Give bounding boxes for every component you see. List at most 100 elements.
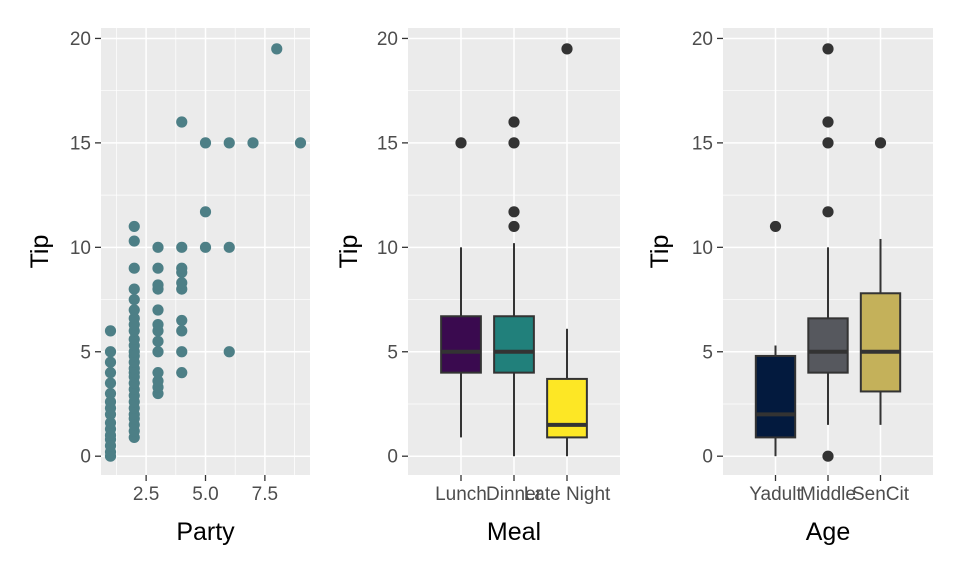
scatter-point [152, 367, 164, 379]
scatter-point [152, 335, 164, 347]
scatter-point [128, 312, 140, 324]
y-tick-label: 15 [70, 133, 91, 154]
scatter-point [128, 293, 140, 306]
y-tick-label: 10 [377, 238, 398, 259]
scatter-point [128, 262, 140, 274]
scatter-point [294, 137, 307, 149]
scatter-point [176, 262, 188, 274]
x-tick-label: Middle [800, 484, 856, 505]
y-tick-label: 0 [80, 447, 91, 468]
outlier-point [508, 206, 520, 218]
scatter-point [199, 206, 212, 218]
scatter-point [199, 241, 212, 253]
scatter-point [176, 367, 188, 379]
outlier-point [822, 206, 834, 218]
scatter-point [223, 137, 235, 149]
x-tick-label: Yadult [749, 484, 802, 505]
y-tick-label: 5 [387, 342, 398, 363]
scatter-point [152, 262, 164, 274]
x-axis-title: Age [806, 518, 850, 546]
x-tick-label: 7.5 [252, 484, 278, 505]
scatter-point [152, 304, 164, 316]
y-tick-label: 0 [702, 447, 713, 468]
outlier-point [822, 137, 834, 149]
scatter-point [104, 356, 117, 368]
scatter-point [152, 241, 164, 253]
scatter-point [104, 396, 117, 408]
x-axis-title: Party [176, 518, 235, 546]
outlier-point [874, 137, 887, 149]
scatter-point [152, 375, 164, 387]
scatter-point [176, 314, 188, 327]
y-tick-label: 10 [692, 238, 713, 259]
axis-ticks: 0 5 10 15 20 2.5 5.0 7.5 [70, 29, 278, 505]
x-tick-label: SenCit [852, 484, 910, 505]
scatter-point [104, 387, 117, 400]
outlier-point [822, 116, 834, 128]
scatter-point [104, 367, 117, 379]
box [754, 354, 797, 439]
scatter-point [199, 137, 212, 149]
y-tick-label: 20 [692, 29, 713, 50]
y-tick-label: 20 [377, 29, 398, 50]
x-tick-label: Dinner [486, 484, 543, 505]
outlier-point [561, 43, 573, 55]
y-tick-label: 15 [377, 133, 398, 154]
scatter-point [223, 241, 235, 253]
scatter-point [128, 304, 140, 316]
box [859, 292, 902, 393]
scatter-point [223, 346, 235, 358]
x-axis-title: Meal [487, 518, 541, 546]
y-axis-title: Tip [26, 235, 54, 269]
outlier-point [822, 43, 834, 55]
data-marks [104, 43, 307, 462]
y-tick-label: 10 [70, 238, 91, 259]
scatter-point [128, 220, 140, 233]
outlier-point [822, 450, 834, 462]
y-tick-label: 5 [702, 342, 713, 363]
y-axis-title: Tip [646, 235, 674, 269]
data-marks [440, 43, 588, 457]
box [807, 317, 849, 374]
panel-party-scatter: 0 5 10 15 20 2.5 5.0 7.5 Party Tip [26, 28, 310, 546]
scatter-point [104, 325, 117, 337]
outlier-point [508, 137, 520, 149]
y-tick-label: 15 [692, 133, 713, 154]
y-axis-title: Tip [335, 235, 363, 269]
x-tick-label: 2.5 [133, 484, 159, 505]
data-marks [754, 43, 902, 462]
box [546, 377, 588, 439]
scatter-point [104, 346, 117, 358]
scatter-point [128, 283, 140, 295]
outlier-point [769, 220, 782, 233]
scatter-point [152, 346, 164, 358]
scatter-point [128, 235, 140, 247]
scatter-point [152, 319, 164, 331]
y-tick-label: 20 [70, 29, 91, 50]
x-tick-label: 5.0 [192, 484, 218, 505]
scatter-point [176, 325, 188, 337]
scatter-point [176, 241, 188, 253]
x-tick-label: Lunch [435, 484, 487, 505]
y-tick-label: 0 [387, 447, 398, 468]
scatter-point [104, 417, 117, 429]
scatter-point [176, 116, 188, 128]
box [493, 315, 535, 374]
scatter-point [176, 346, 188, 358]
scatter-point [104, 377, 117, 389]
y-tick-label: 5 [80, 342, 91, 363]
x-tick-label: Late Night [524, 484, 611, 505]
outlier-point [508, 220, 520, 233]
scatter-point [271, 43, 283, 55]
outlier-point [508, 116, 520, 128]
scatter-point [152, 279, 164, 291]
scatter-point [247, 137, 259, 149]
outlier-point [455, 137, 467, 149]
box [440, 315, 482, 374]
scatter-point [176, 277, 188, 289]
